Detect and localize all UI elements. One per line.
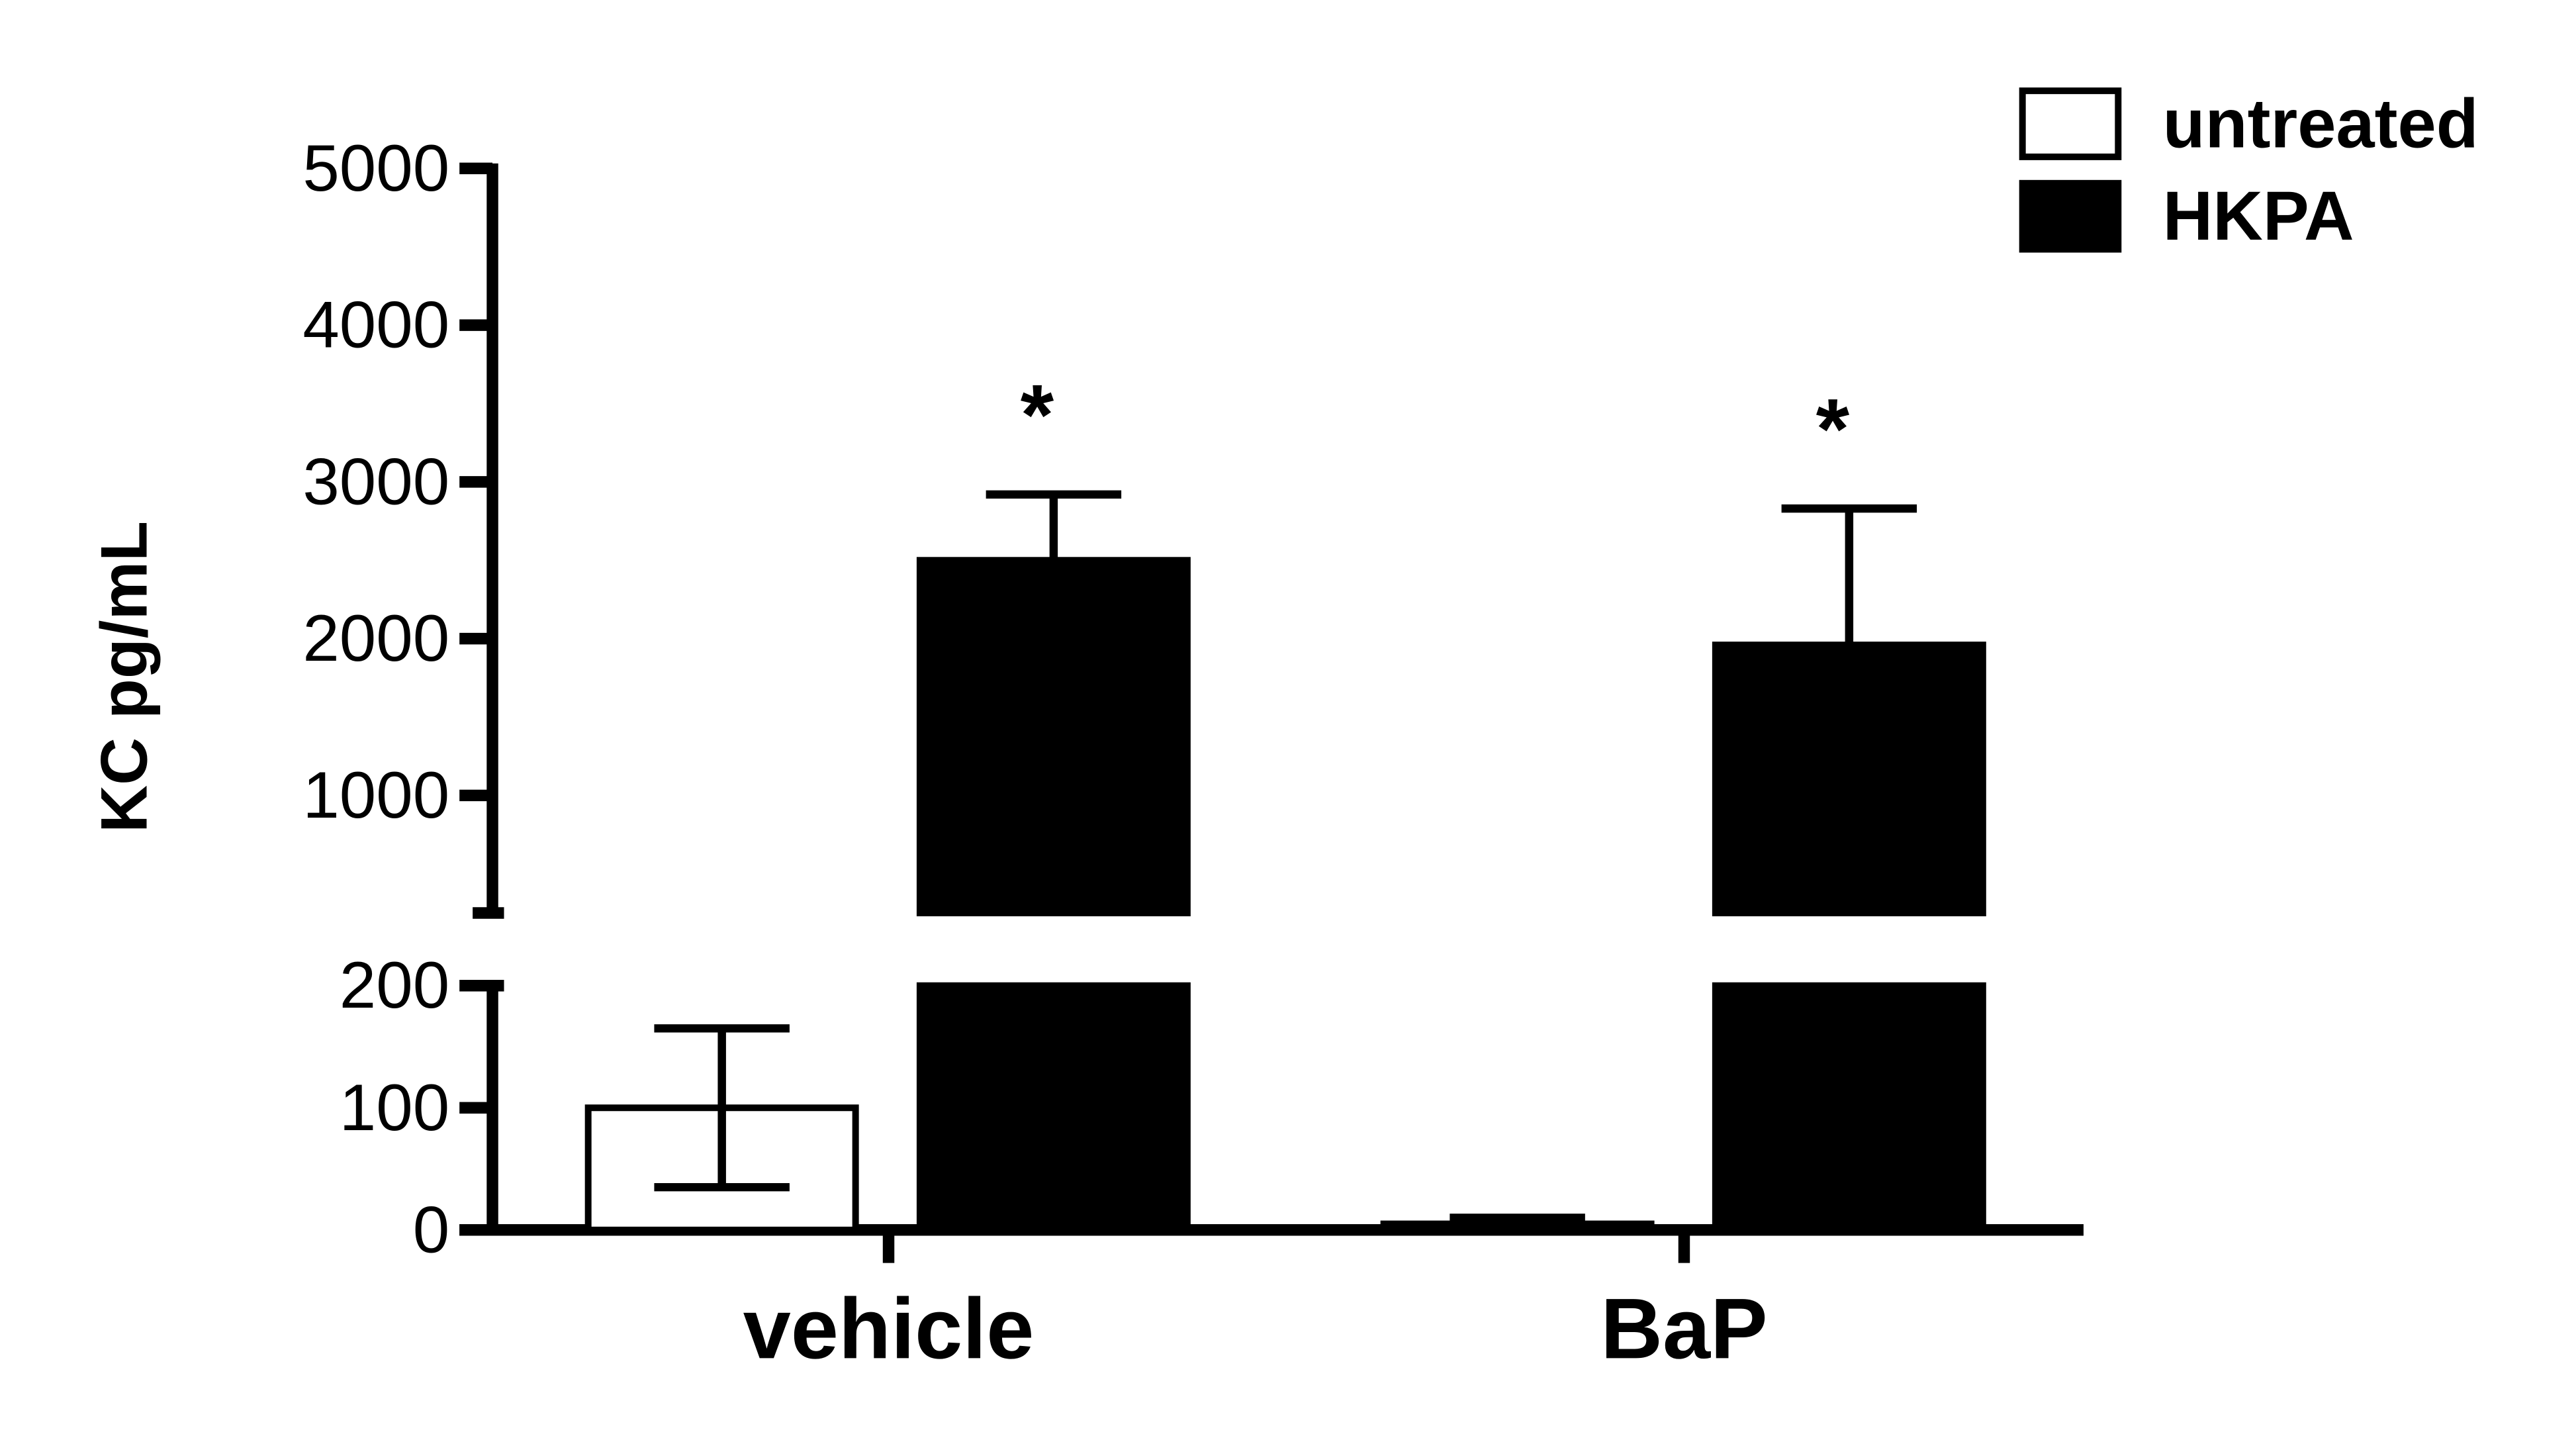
y-tick-label: 100 (340, 1071, 449, 1145)
y-tick-label: 200 (340, 949, 449, 1022)
legend-label: HKPA (2163, 177, 2354, 255)
y-tick-label: 5000 (302, 132, 449, 205)
significance-mark: * (1816, 381, 1850, 477)
error-bar (986, 490, 1122, 630)
y-tick-label: 4000 (302, 289, 449, 362)
bar (916, 982, 1191, 1233)
y-tick-label: 1000 (302, 759, 449, 832)
legend-swatch (2019, 179, 2122, 253)
y-axis-label: KC pg/mL (87, 521, 161, 833)
x-tick-label: BaP (1600, 1281, 1767, 1376)
bar (1712, 982, 1986, 1233)
error-bar (1781, 504, 1917, 786)
legend-label: untreated (2163, 85, 2479, 163)
y-tick-label: 3000 (302, 445, 449, 518)
error-bar (654, 1024, 790, 1192)
y-tick-label: 2000 (302, 602, 449, 675)
significance-mark: * (1021, 367, 1054, 463)
legend-swatch (2019, 87, 2122, 160)
y-tick-label: 0 (413, 1193, 449, 1267)
x-tick-label: vehicle (743, 1281, 1035, 1376)
error-bar (1449, 1214, 1585, 1235)
